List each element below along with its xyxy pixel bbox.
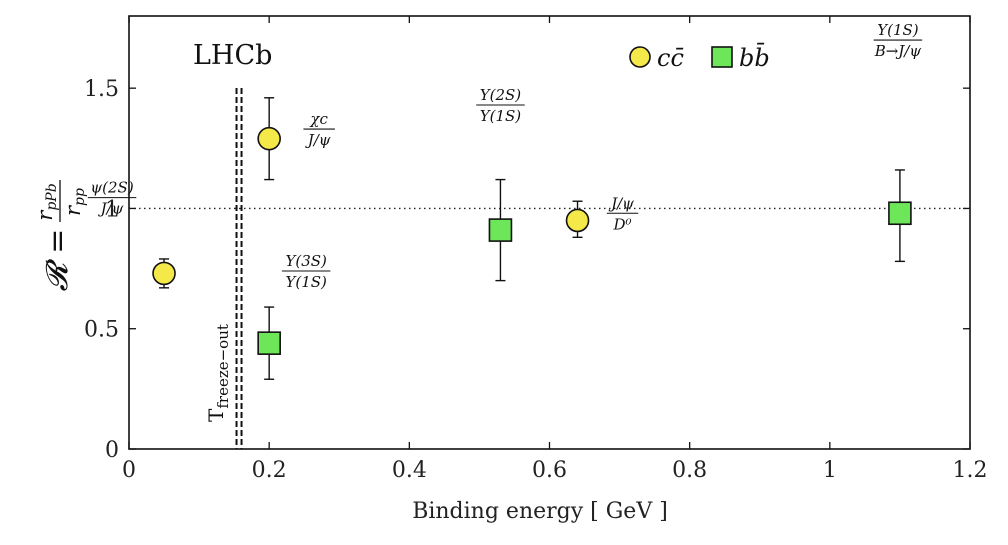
y-tick-label-1: 1 (105, 197, 119, 222)
x-tick-label-0-4: 0.4 (392, 458, 427, 483)
ratio-denominator: Υ(1S) (480, 107, 522, 125)
legend-label-cc: cc̄ (657, 44, 684, 72)
y-tick-label-0-5: 0.5 (84, 318, 119, 343)
ratio-numerator: J/ψ (608, 194, 634, 212)
ratio-denominator: B→J/ψ (874, 42, 922, 60)
ratio-label-1s-over-b-j: Υ(1S) B→J/ψ (873, 21, 923, 60)
legend-label-bb: bb̄ (739, 43, 770, 72)
freeze-out-label-main: T (204, 408, 228, 422)
x-tick-label-0-8: 0.8 (672, 458, 707, 483)
point-cc-1 (257, 97, 281, 181)
legend-marker-bb (711, 46, 733, 68)
x-tick-label-0-6: 0.6 (532, 458, 567, 483)
legend: cc̄ bb̄ (629, 43, 770, 72)
x-axis-title: Binding energy [ GeV ] (412, 499, 668, 524)
marker-circle (565, 208, 590, 233)
point-bb-1 (488, 178, 513, 282)
ratio-numerator: Υ(3S) (285, 252, 327, 270)
ratio-denominator: J/ψ (305, 131, 331, 149)
freeze-out-line (235, 88, 243, 449)
y-tick-label-0: 0 (105, 438, 119, 463)
marker-circle (257, 126, 281, 151)
ratio-label-3s-over-1s: Υ(3S) Υ(1S) (281, 252, 331, 291)
x-tick-label-1-2: 1.2 (953, 458, 988, 483)
data-points (152, 97, 912, 380)
x-tick-label-1: 1 (823, 458, 837, 483)
point-bb-0 (257, 306, 281, 380)
ratio-denominator: Υ(1S) (285, 273, 327, 291)
y-axis-title-numerator: rpPb (33, 183, 60, 220)
x-tick-label-0: 0 (122, 458, 136, 483)
marker-square (257, 331, 281, 355)
freeze-out-label: Tfreeze−out (204, 324, 232, 422)
ratio-denominator: J/ψ (98, 200, 124, 218)
legend-marker-cc (629, 46, 651, 68)
point-cc-0 (152, 258, 176, 289)
y-axis-title-denominator: rpp (61, 188, 88, 216)
plot-frame (128, 15, 971, 450)
ratio-label-2s-over-1s: Υ(2S) Υ(1S) (476, 86, 525, 125)
x-tick-label-0-2: 0.2 (252, 458, 287, 483)
marker-square (888, 201, 912, 226)
y-tick-label-1-5: 1.5 (84, 77, 119, 102)
marker-circle (152, 261, 176, 286)
ratio-numerator: Υ(1S) (877, 21, 919, 39)
marker-square (488, 218, 513, 242)
point-annotations: ψ(2S)J/ψχcJ/ψJ/ψD⁰Υ(3S)Υ(1S)Υ(2S)Υ(1S)Υ(… (87, 21, 923, 291)
experiment-label: LHCb (193, 40, 272, 71)
y-axis-title-lhs: 𝓡 = (40, 229, 75, 292)
ratio-numerator: χc (309, 110, 328, 128)
point-cc-2 (565, 200, 590, 239)
ratio-numerator: Υ(2S) (480, 86, 522, 104)
ratio-denominator: D⁰ (613, 215, 632, 233)
ratio-label-2s-over-j: ψ(2S) J/ψ (87, 179, 137, 218)
freeze-out-label-sub: freeze−out (214, 324, 232, 409)
ratio-label-c-over-j: χc J/ψ (303, 110, 335, 149)
y-axis-title: 𝓡 = rpPb rpp (33, 180, 88, 291)
point-bb-2 (888, 169, 912, 263)
ratio-numerator: ψ(2S) (90, 179, 133, 197)
ticks: 0 0.2 0.4 0.6 0.8 1 1.2 0 0.5 1 1.5 (84, 16, 988, 483)
ratio-label-j-over-d: J/ψ D⁰ (606, 194, 639, 233)
